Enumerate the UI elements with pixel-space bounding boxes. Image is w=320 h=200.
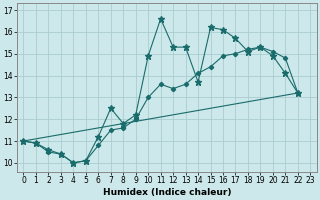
X-axis label: Humidex (Indice chaleur): Humidex (Indice chaleur): [103, 188, 231, 197]
